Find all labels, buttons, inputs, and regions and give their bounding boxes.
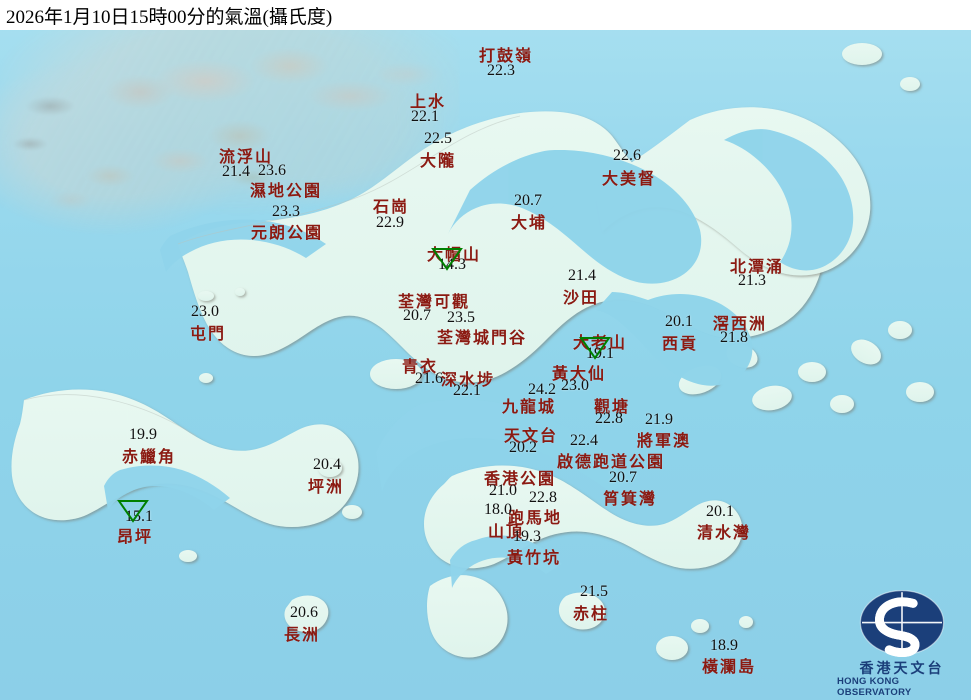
low-temperature-marker-triangle [117, 500, 149, 523]
station-name: 荃灣城門谷 [437, 328, 528, 347]
station-name: 大隴 [420, 151, 457, 170]
station-name: 筲箕灣 [603, 489, 658, 508]
station-name: 屯門 [190, 324, 227, 343]
station-temperature-value: 14.3 [438, 256, 466, 273]
station-name: 坪洲 [308, 477, 345, 496]
station-name: 橫瀾島 [702, 657, 757, 676]
station-name: 赤柱 [573, 604, 610, 623]
station-name: 昂坪 [117, 527, 154, 546]
station-temperature-value: 21.3 [738, 272, 766, 289]
station-name: 流浮山 [219, 147, 274, 166]
station-name: 將軍澳 [637, 431, 692, 450]
station-temperature-value: 22.1 [453, 382, 481, 399]
station-name: 香港公園 [484, 469, 557, 488]
station-temperature-value: 20.1 [665, 313, 693, 330]
station-temperature-value: 24.2 [528, 381, 556, 398]
station-name: 長洲 [284, 625, 321, 644]
station-temperature-value: 21.9 [645, 411, 673, 428]
station-name: 滘西洲 [713, 314, 768, 333]
station-name: 青衣 [402, 357, 439, 376]
station-temperature-value: 20.7 [403, 307, 431, 324]
station-temperature-value: 20.4 [313, 456, 341, 473]
station-name: 石崗 [373, 197, 410, 216]
station-temperature-value: 20.6 [290, 604, 318, 621]
station-name: 黃竹坑 [507, 548, 562, 567]
station-temperature-value: 21.5 [580, 583, 608, 600]
station-temperature-value: 19.3 [513, 528, 541, 545]
station-name: 沙田 [563, 288, 600, 307]
station-temperature-value: 22.8 [595, 410, 623, 427]
station-name: 西貢 [662, 334, 699, 353]
station-name: 山頂 [488, 522, 525, 541]
low-temperature-marker-triangle [431, 248, 463, 271]
station-temperature-value: 22.6 [613, 147, 641, 164]
page-title: 2026年1月10日15時00分的氣溫(攝氏度) [6, 6, 333, 28]
station-temperature-value: 19.9 [129, 426, 157, 443]
station-name: 跑馬地 [508, 508, 563, 527]
hko-logo-icon [859, 589, 945, 657]
station-temperature-value: 21.8 [720, 329, 748, 346]
station-temperature-value: 21.6 [415, 370, 443, 387]
station-name: 黃大仙 [552, 364, 607, 383]
station-temperature-value: 23.6 [258, 162, 286, 179]
station-name: 天文台 [504, 426, 559, 445]
hko-logo: 香港天文台 HONG KONG OBSERVATORY [837, 588, 967, 698]
station-name: 打鼓嶺 [479, 46, 534, 65]
station-temperature-value: 21.4 [568, 267, 596, 284]
station-temperature-value: 19.1 [586, 345, 614, 362]
logo-name-cn: 香港天文台 [859, 660, 945, 677]
station-temperature-value: 20.2 [509, 439, 537, 456]
station-name: 啟德跑道公園 [557, 452, 666, 471]
station-temperature-value: 20.7 [609, 469, 637, 486]
logo-name-en: HONG KONG OBSERVATORY [837, 676, 912, 698]
title-bar: 2026年1月10日15時00分的氣溫(攝氏度) [0, 0, 971, 30]
station-name: 上水 [410, 92, 447, 111]
station-temperature-value: 20.7 [514, 192, 542, 209]
station-temperature-value: 20.1 [706, 503, 734, 520]
station-temperature-value: 21.4 [222, 163, 250, 180]
station-temperature-value: 22.9 [376, 214, 404, 231]
station-name: 九龍城 [502, 397, 557, 416]
station-temperature-value: 23.3 [272, 203, 300, 220]
station-name: 赤鱲角 [122, 447, 177, 466]
station-name: 北潭涌 [730, 257, 785, 276]
station-temperature-value: 22.8 [529, 489, 557, 506]
station-name: 觀塘 [594, 397, 631, 416]
station-name: 深水埗 [441, 370, 496, 389]
station-temperature-value: 23.5 [447, 309, 475, 326]
station-name: 大埔 [511, 213, 548, 232]
station-temperature-value: 22.4 [570, 432, 598, 449]
station-temperature-value: 21.0 [489, 482, 517, 499]
low-temperature-marker-triangle [579, 337, 611, 360]
station-name: 清水灣 [697, 523, 752, 542]
station-name: 大美督 [602, 169, 657, 188]
station-temperature-value: 23.0 [561, 377, 589, 394]
station-temperature-value: 18.9 [710, 637, 738, 654]
station-temperature-value: 18.0 [484, 501, 512, 518]
station-temperature-value: 22.5 [424, 130, 452, 147]
station-temperature-value: 23.0 [191, 303, 219, 320]
station-name: 荃灣可觀 [398, 292, 471, 311]
station-temperature-value: 22.1 [411, 108, 439, 125]
station-name: 元朗公園 [251, 223, 324, 242]
station-name: 濕地公園 [250, 181, 323, 200]
station-temperature-value: 22.3 [487, 62, 515, 79]
